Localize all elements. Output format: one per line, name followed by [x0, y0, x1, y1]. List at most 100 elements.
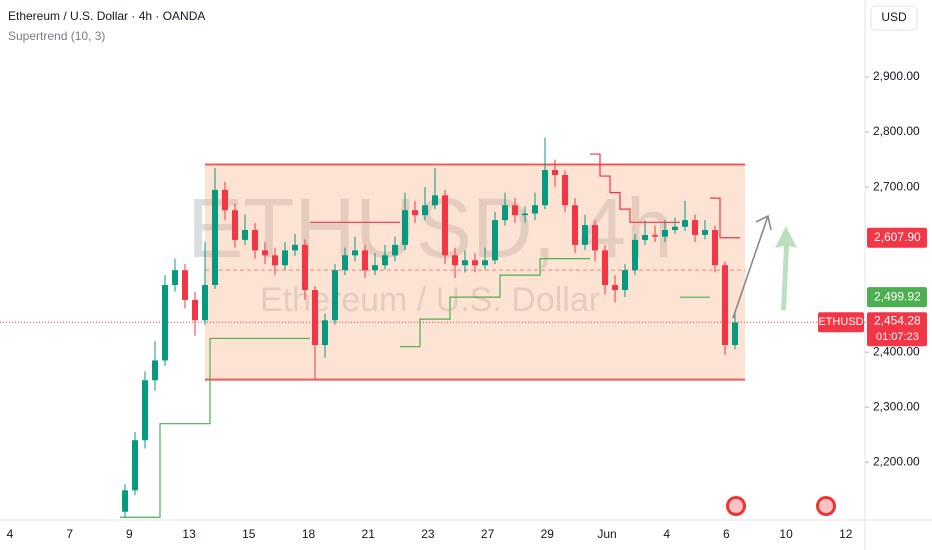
- candle-body: [442, 195, 448, 256]
- candle-body: [472, 260, 478, 266]
- candle-body: [172, 270, 178, 286]
- event-icon: [729, 499, 743, 513]
- y-tick-label: 2,700.00: [873, 179, 920, 193]
- candle-body: [152, 360, 158, 381]
- candle-body: [162, 285, 168, 361]
- last-price-badge: [867, 312, 927, 347]
- candle-body: [612, 285, 618, 290]
- currency-button[interactable]: [870, 5, 918, 31]
- supertrend-line: [120, 337, 310, 518]
- candle-body: [432, 195, 438, 206]
- x-tick-label: 21: [362, 527, 376, 541]
- candle-body: [682, 220, 688, 227]
- candle-body: [692, 220, 698, 235]
- y-tick-label: 2,400.00: [873, 344, 920, 358]
- candle-body: [132, 440, 138, 491]
- candle-body: [332, 270, 338, 321]
- x-tick-label: 4: [663, 527, 670, 541]
- candle-body: [542, 170, 548, 206]
- candle-body: [632, 239, 638, 271]
- candle-body: [722, 265, 728, 346]
- candle-body: [322, 320, 328, 346]
- candle-body: [302, 244, 308, 290]
- y-tick-label: 2,300.00: [873, 399, 920, 413]
- supertrend-line: [710, 197, 740, 239]
- candle-body: [282, 250, 288, 266]
- candle-body: [482, 260, 488, 266]
- x-tick-label: 12: [839, 527, 853, 541]
- candle-body: [522, 213, 528, 216]
- candle-body: [262, 250, 268, 256]
- candle-body: [222, 189, 228, 211]
- y-tick-label: 2,200.00: [873, 454, 920, 468]
- candle-body: [512, 205, 518, 216]
- x-tick-label: 27: [481, 527, 495, 541]
- candle-body: [532, 205, 538, 214]
- candle-body: [582, 225, 588, 245]
- candle-body: [292, 244, 298, 251]
- candle-body: [242, 230, 248, 240]
- candle-body: [342, 255, 348, 271]
- event-icon: [819, 499, 833, 513]
- candle-body: [272, 255, 278, 266]
- candle-body: [122, 490, 128, 512]
- candle-body: [562, 174, 568, 206]
- candle-body: [712, 230, 718, 266]
- x-tick-label: 18: [302, 527, 316, 541]
- currency-label: USD: [881, 10, 907, 24]
- candle-body: [732, 322, 738, 346]
- candle-body: [502, 205, 508, 221]
- symbol-badge: [818, 312, 864, 333]
- candle-body: [652, 234, 658, 237]
- candle-body: [192, 299, 198, 321]
- candle-body: [142, 380, 148, 441]
- candle-body: [402, 210, 408, 245]
- candle-body: [602, 250, 608, 286]
- x-tick-label: Jun: [597, 527, 616, 541]
- watermark: ETHUSD, 4h: [187, 181, 672, 275]
- candle-body: [392, 244, 398, 256]
- candle-body: [492, 220, 498, 261]
- projection-arrow: [775, 226, 797, 310]
- candle-body: [452, 255, 458, 266]
- candle-body: [362, 250, 368, 271]
- indicator-label: Supertrend (10, 3): [8, 29, 105, 43]
- candle-body: [592, 225, 598, 251]
- candle-body: [232, 210, 238, 240]
- candle-body: [662, 230, 668, 237]
- x-tick-label: 9: [126, 527, 133, 541]
- chart-title: Ethereum / U.S. Dollar · 4h · OANDA: [8, 9, 205, 23]
- supertrend-line: [400, 258, 590, 348]
- x-tick-label: 6: [723, 527, 730, 541]
- candle-body: [702, 230, 708, 235]
- x-tick-label: 13: [182, 527, 196, 541]
- candle-body: [252, 230, 258, 251]
- candle-body: [642, 234, 648, 240]
- candle-body: [182, 270, 188, 300]
- projection-arrow: [732, 214, 772, 319]
- y-tick-label: 2,900.00: [873, 69, 920, 83]
- x-tick-label: 15: [242, 527, 256, 541]
- candle-body: [422, 205, 428, 216]
- y-tick-label: 2,800.00: [873, 124, 920, 138]
- candle-body: [212, 189, 218, 286]
- price-badge-label: 2,607.90: [874, 230, 921, 244]
- candle-body: [412, 210, 418, 216]
- candle-body: [382, 255, 388, 266]
- candle-body: [552, 170, 558, 175]
- x-tick-label: 7: [66, 527, 73, 541]
- candle-body: [372, 265, 378, 271]
- x-tick-label: 10: [779, 527, 793, 541]
- candle-body: [672, 226, 678, 231]
- x-tick-label: 29: [541, 527, 555, 541]
- price-badge-label: 2,499.92: [874, 289, 921, 303]
- symbol-label: ETHUSD: [818, 316, 863, 328]
- x-tick-label: 4: [7, 527, 14, 541]
- last-price-label: 2,454.28: [874, 313, 921, 327]
- price-badge: [867, 227, 927, 248]
- candle-body: [462, 260, 468, 266]
- candle-body: [352, 250, 358, 256]
- candle-body: [572, 205, 578, 245]
